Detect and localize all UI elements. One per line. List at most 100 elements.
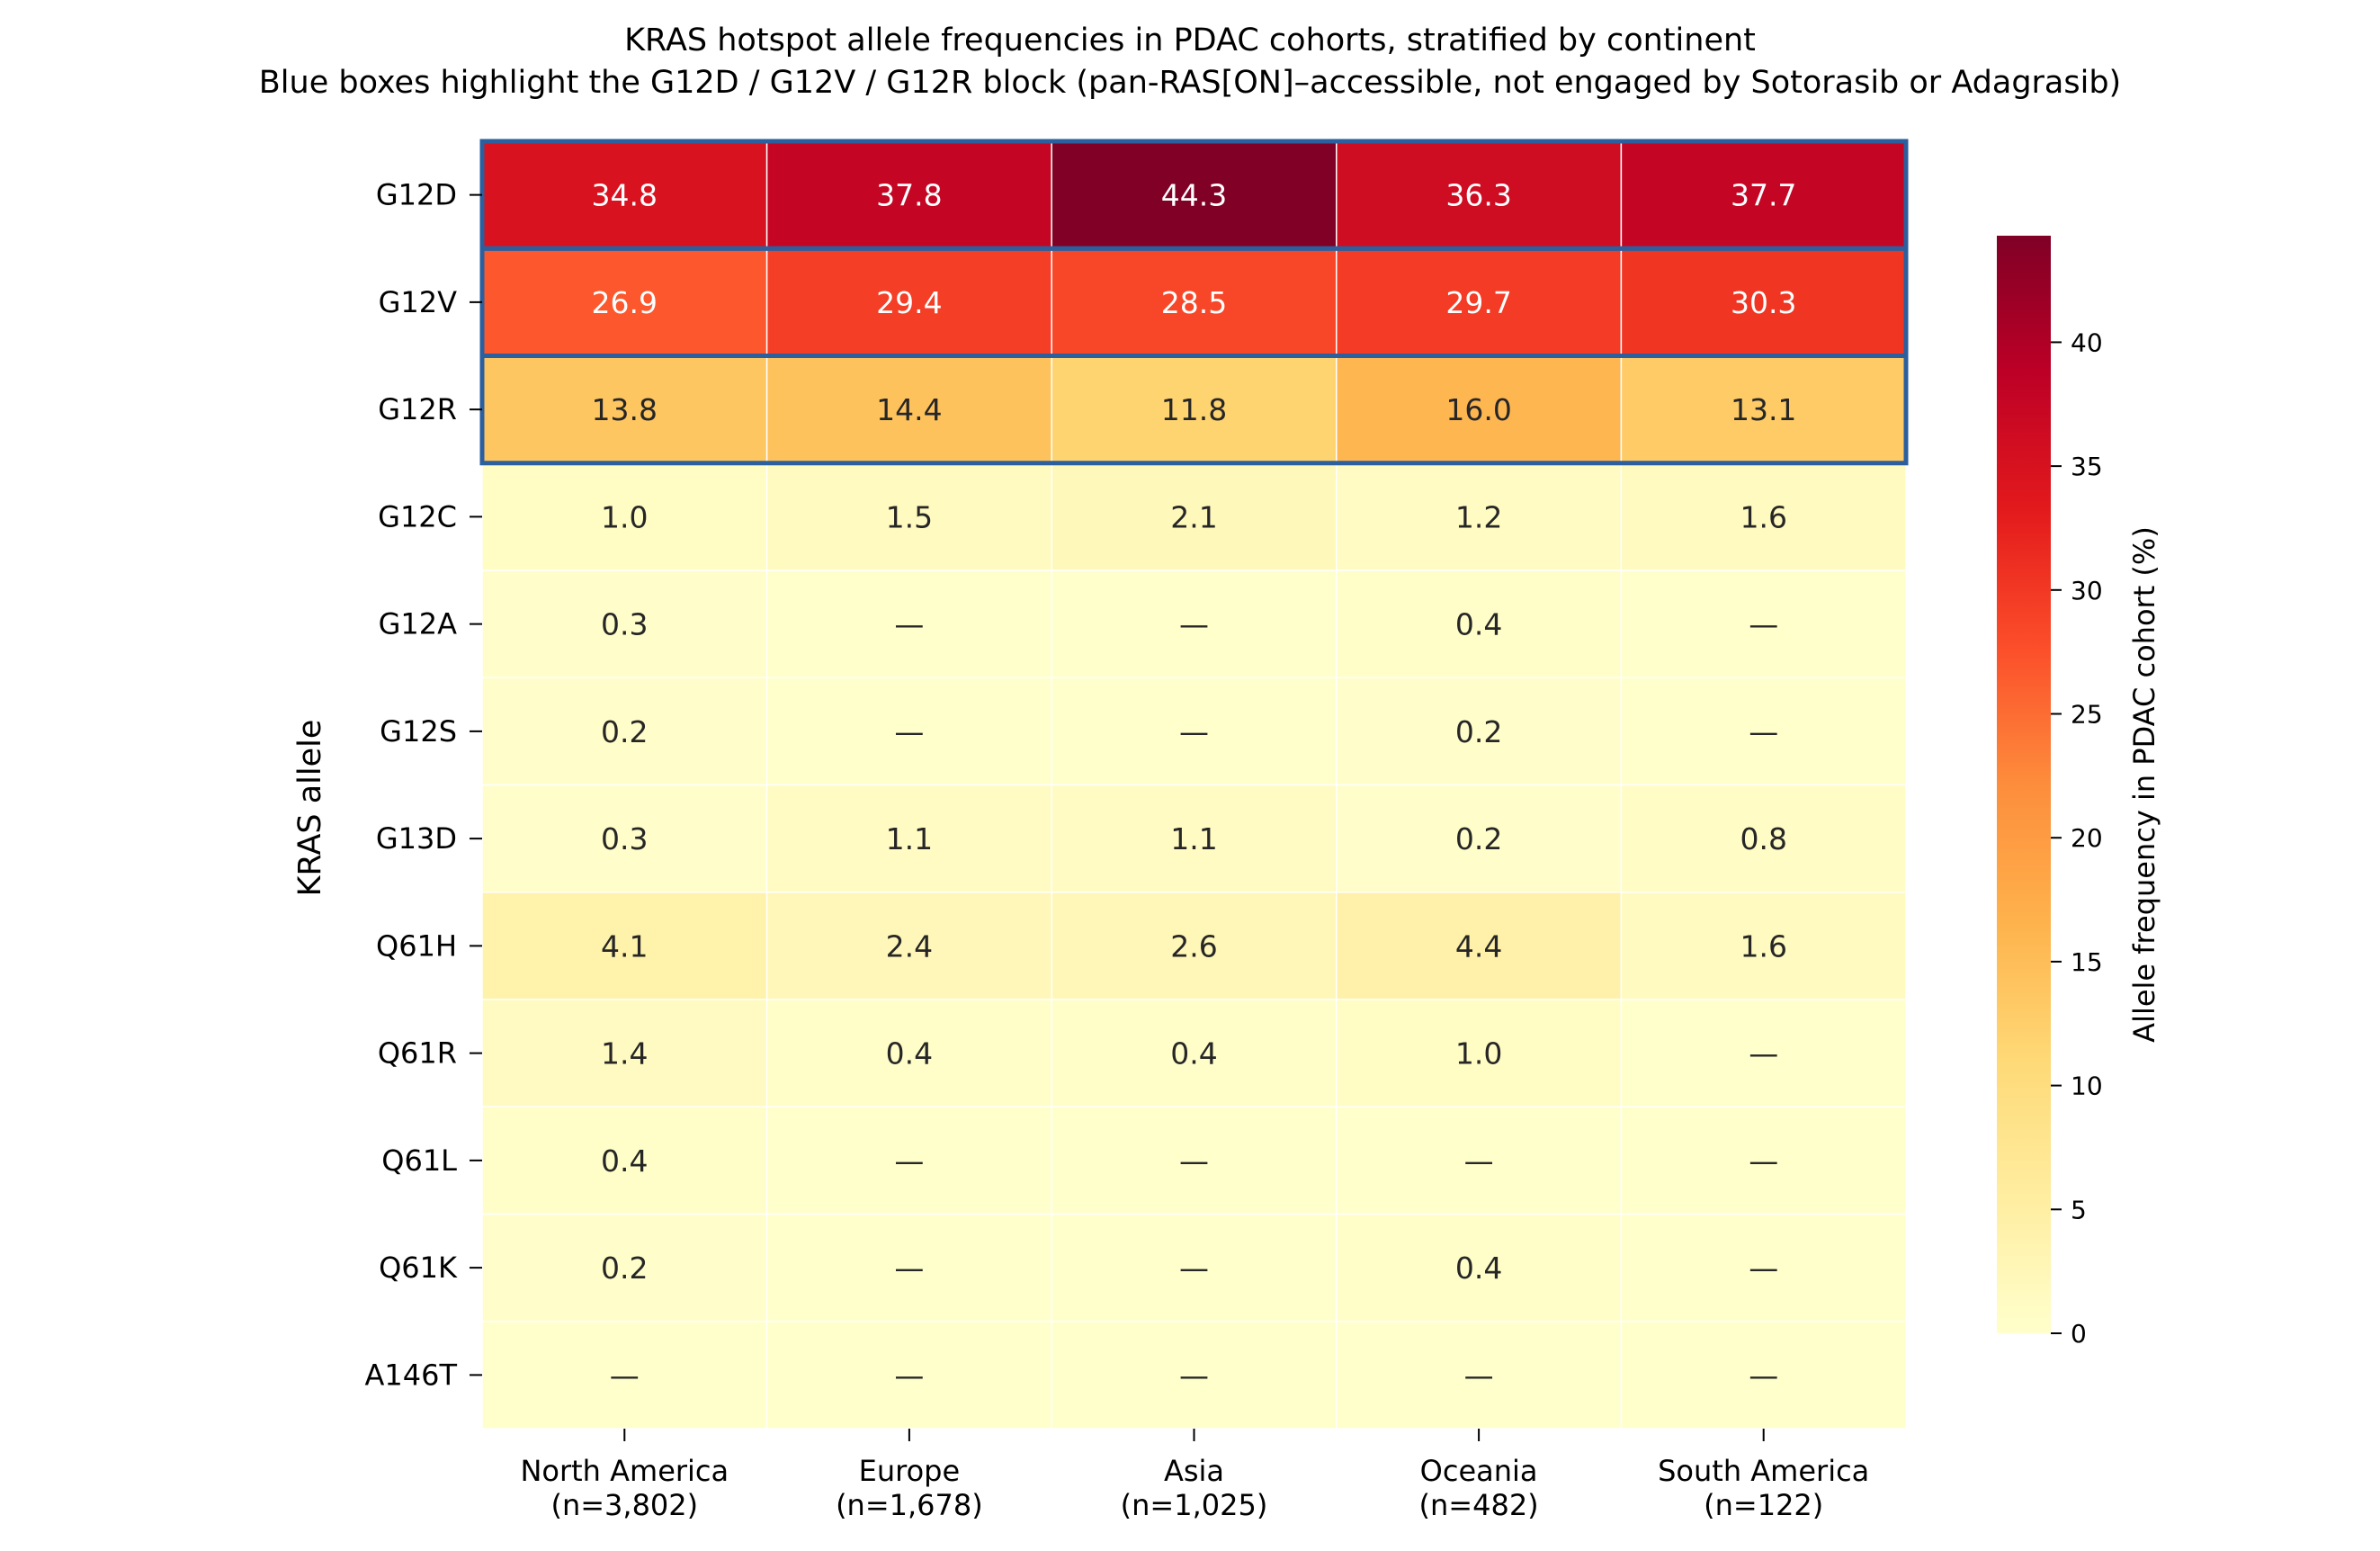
x-axis: North America(n=3,802) Europe(n=1,678) Asi… [520, 1429, 1869, 1522]
cell-value-label: 0.2 [601, 714, 648, 749]
x-tick-sublabel: (n=3,802) [550, 1488, 698, 1522]
cell-value-label: 13.1 [1731, 392, 1796, 427]
colorbar-tick-label: 30 [2071, 576, 2103, 605]
cell-q61r-asia [1051, 999, 1338, 1107]
x-tick-label: Europe [859, 1454, 961, 1488]
cell-g12c-oceania [1336, 462, 1623, 571]
colorbar-tick-label: 35 [2071, 452, 2103, 481]
cell-q61k-north-america [481, 1213, 768, 1322]
cell-q61l-asia [1051, 1106, 1338, 1215]
cell-value-label: — [1179, 1143, 1209, 1179]
cell-value-label: — [1749, 1251, 1778, 1286]
cell-g13d-south-america [1620, 784, 1907, 893]
cell-q61k-asia [1051, 1213, 1338, 1322]
x-tick-sublabel: (n=122) [1704, 1488, 1823, 1522]
cell-value-label: 0.4 [1455, 1251, 1502, 1286]
cell-g12s-south-america [1620, 677, 1907, 786]
x-tick-sublabel: (n=1,678) [836, 1488, 983, 1522]
cell-value-label: — [894, 607, 924, 642]
cell-value-label: — [894, 1358, 924, 1393]
cell-value-label: 1.2 [1455, 499, 1502, 534]
cell-q61l-north-america [481, 1106, 768, 1215]
cell-value-label: 1.4 [601, 1036, 648, 1071]
cell-q61r-south-america [1620, 999, 1907, 1107]
x-tick-sublabel: (n=482) [1419, 1488, 1539, 1522]
cell-value-label: — [1749, 1036, 1778, 1071]
cell-value-label: 0.8 [1740, 821, 1786, 856]
cell-value-label: — [1179, 1251, 1209, 1286]
cell-value-label: 4.4 [1455, 928, 1502, 964]
cell-q61h-north-america [481, 892, 768, 1000]
cell-value-label: — [1749, 607, 1778, 642]
cell-q61h-asia [1051, 892, 1338, 1000]
cell-value-label: 1.1 [1170, 821, 1217, 856]
cell-value-label: 0.4 [1455, 607, 1502, 642]
colorbar [1997, 236, 2051, 1333]
cell-value-label: 1.5 [886, 499, 933, 534]
cell-value-label: 30.3 [1731, 285, 1796, 320]
cell-value-label: 2.6 [1170, 928, 1217, 964]
cell-value-label: 29.4 [876, 285, 942, 320]
cell-g13d-north-america [481, 784, 768, 893]
colorbar-tick-label: 20 [2071, 823, 2103, 853]
cell-g12s-europe [765, 677, 1052, 786]
cell-g12c-europe [765, 462, 1052, 571]
cell-value-label: 13.8 [592, 392, 658, 427]
cell-a146t-north-america [481, 1321, 768, 1430]
cell-value-label: 44.3 [1161, 178, 1227, 213]
colorbar-tick-label: 25 [2071, 700, 2103, 730]
cell-value-label: 1.0 [1455, 1036, 1502, 1071]
cell-value-label: 2.1 [1170, 499, 1217, 534]
cell-g12c-south-america [1620, 462, 1907, 571]
cell-value-label: — [894, 714, 924, 749]
cell-value-label: 34.8 [592, 178, 658, 213]
cell-g12v-asia [1051, 247, 1338, 357]
y-tick-label: G12V [379, 285, 458, 319]
cell-value-label: 2.4 [886, 928, 933, 964]
cell-value-label: 28.5 [1161, 285, 1227, 320]
y-axis: G12D G12V G12R G12C G12A G12S G13D Q61H Q61R Q61L… [364, 178, 482, 1392]
cell-value-label: 0.3 [601, 821, 648, 856]
cell-value-label: 36.3 [1445, 178, 1511, 213]
y-tick-label: G12A [379, 607, 458, 641]
cell-q61h-south-america [1620, 892, 1907, 1000]
cell-a146t-oceania [1336, 1321, 1623, 1430]
colorbar-label: Allele frequency in PDAC cohort (%) [2127, 526, 2161, 1043]
cell-q61l-oceania [1336, 1106, 1623, 1215]
cell-value-label: 1.6 [1740, 499, 1786, 534]
chart-title: KRAS hotspot allele frequencies in PDAC … [624, 22, 1756, 58]
y-tick-label: G12S [380, 714, 457, 749]
cell-g12d-north-america [481, 140, 768, 249]
colorbar-tick-label: 10 [2071, 1071, 2103, 1101]
cell-q61r-europe [765, 999, 1052, 1107]
cell-value-label: — [1749, 1358, 1778, 1393]
colorbar-tick-label: 40 [2071, 327, 2103, 357]
cell-value-label: 0.4 [601, 1143, 648, 1179]
cell-value-labels: 34.8 37.8 44.3 36.3 37.7 26.9 29.4 28.5 29.7 30.3… [592, 178, 1797, 1394]
cell-value-label: — [1179, 714, 1209, 749]
cell-value-label: 0.4 [886, 1036, 933, 1071]
x-tick-label: North America [520, 1454, 729, 1488]
cell-value-label: 0.4 [1170, 1036, 1217, 1071]
cell-g12r-europe [765, 354, 1052, 464]
cell-value-label: 37.7 [1731, 178, 1796, 213]
cell-value-label: — [1749, 714, 1778, 749]
cell-q61l-south-america [1620, 1106, 1907, 1215]
cell-value-label: 37.8 [876, 178, 942, 213]
cell-g12c-asia [1051, 462, 1338, 571]
y-tick-label: Q61H [376, 928, 457, 963]
colorbar-tick-label: 0 [2071, 1319, 2087, 1349]
cell-q61h-oceania [1336, 892, 1623, 1000]
cell-value-label: 0.2 [1455, 821, 1502, 856]
cell-g12s-asia [1051, 677, 1338, 786]
cell-g12s-oceania [1336, 677, 1623, 786]
cell-value-label: 11.8 [1161, 392, 1227, 427]
cell-g12d-europe [765, 140, 1052, 249]
cell-value-label: 0.3 [601, 607, 648, 642]
chart-subtitle: Blue boxes highlight the G12D / G12V / G… [259, 65, 2121, 101]
y-tick-label: Q61K [379, 1251, 458, 1285]
x-tick-label: South America [1658, 1454, 1869, 1488]
y-tick-label: G13D [376, 821, 457, 856]
x-tick-label: Oceania [1420, 1454, 1538, 1488]
